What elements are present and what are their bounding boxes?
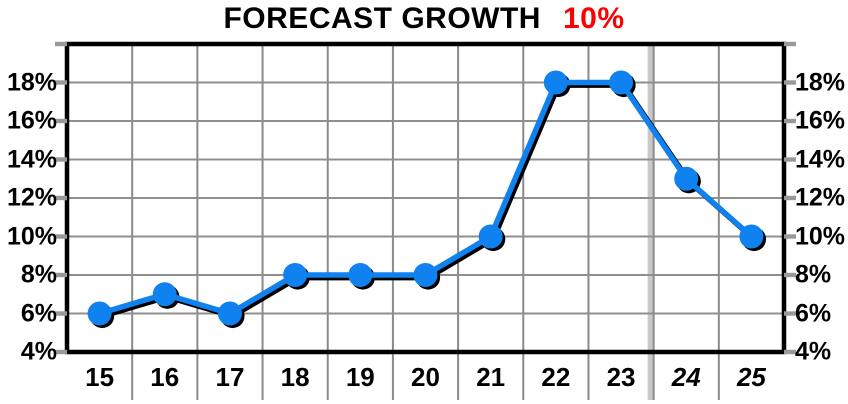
data-point — [413, 263, 438, 287]
y-axis-label-right: 14% — [795, 145, 846, 173]
y-axis-tick-right — [784, 157, 796, 162]
x-axis-label-year-16: 16 — [150, 362, 180, 392]
y-axis-label-left: 6% — [20, 299, 57, 327]
x-axis-label-year-20: 20 — [411, 362, 440, 392]
y-axis-label-right: 16% — [795, 106, 846, 135]
y-axis-tick-left — [55, 41, 67, 47]
data-point — [152, 282, 177, 307]
data-point — [543, 70, 568, 95]
x-axis-label-year-17: 17 — [215, 362, 245, 392]
y-axis-label-right: 4% — [795, 337, 832, 366]
y-axis-tick-left — [55, 195, 67, 201]
chart-title-highlight-value: 10% — [562, 2, 625, 35]
data-point — [217, 301, 242, 326]
y-axis-label-right: 6% — [795, 299, 832, 327]
data-point — [87, 301, 112, 326]
x-axis-label-year-22: 22 — [541, 362, 571, 392]
y-axis-tick-left — [55, 118, 67, 124]
y-axis-label-left: 10% — [6, 222, 57, 250]
data-point — [283, 263, 308, 287]
y-axis-label-left: 8% — [20, 260, 57, 289]
y-axis-tick-left — [55, 157, 67, 162]
y-axis-label-left: 18% — [6, 68, 57, 96]
y-axis-label-left: 4% — [20, 337, 57, 366]
data-point — [674, 166, 699, 191]
x-axis-label-year-23: 23 — [606, 362, 636, 392]
y-axis-tick-left — [55, 311, 67, 316]
y-axis-label-right: 12% — [795, 183, 846, 212]
x-axis-label-year-15: 15 — [85, 362, 115, 392]
y-axis-tick-left — [55, 272, 67, 278]
y-axis-label-left: 12% — [6, 183, 57, 212]
y-axis-tick-left — [55, 80, 67, 85]
y-axis-tick-right — [784, 349, 796, 355]
y-axis-tick-left — [55, 349, 67, 355]
y-axis-label-left: 14% — [6, 145, 57, 173]
x-axis-label-year-18: 18 — [280, 362, 310, 392]
data-point — [609, 70, 634, 95]
y-axis-tick-right — [784, 234, 796, 239]
y-axis-tick-right — [784, 80, 796, 85]
y-axis-label-right: 8% — [795, 260, 832, 289]
y-axis-label-right: 18% — [795, 68, 846, 96]
chart-title-text: FORECAST GROWTH — [223, 2, 541, 35]
x-axis-label-year-25: 25 — [736, 362, 766, 392]
chart-title: FORECAST GROWTH 10% — [0, 0, 848, 38]
y-axis-tick-right — [784, 195, 796, 201]
y-axis-tick-right — [784, 311, 796, 316]
data-point — [348, 263, 373, 287]
forecast-divider-band — [647, 44, 654, 400]
data-point — [739, 224, 764, 249]
x-axis-label-year-21: 21 — [476, 362, 506, 392]
y-axis-tick-right — [784, 41, 796, 47]
y-axis-label-right: 10% — [795, 222, 846, 250]
y-axis-tick-right — [784, 118, 796, 124]
data-point — [478, 224, 503, 249]
y-axis-label-left: 16% — [6, 106, 57, 135]
x-axis-label-year-19: 19 — [345, 362, 375, 392]
y-axis-tick-left — [55, 234, 67, 239]
x-axis-label-year-24: 24 — [671, 362, 701, 392]
y-axis-tick-right — [784, 272, 796, 278]
